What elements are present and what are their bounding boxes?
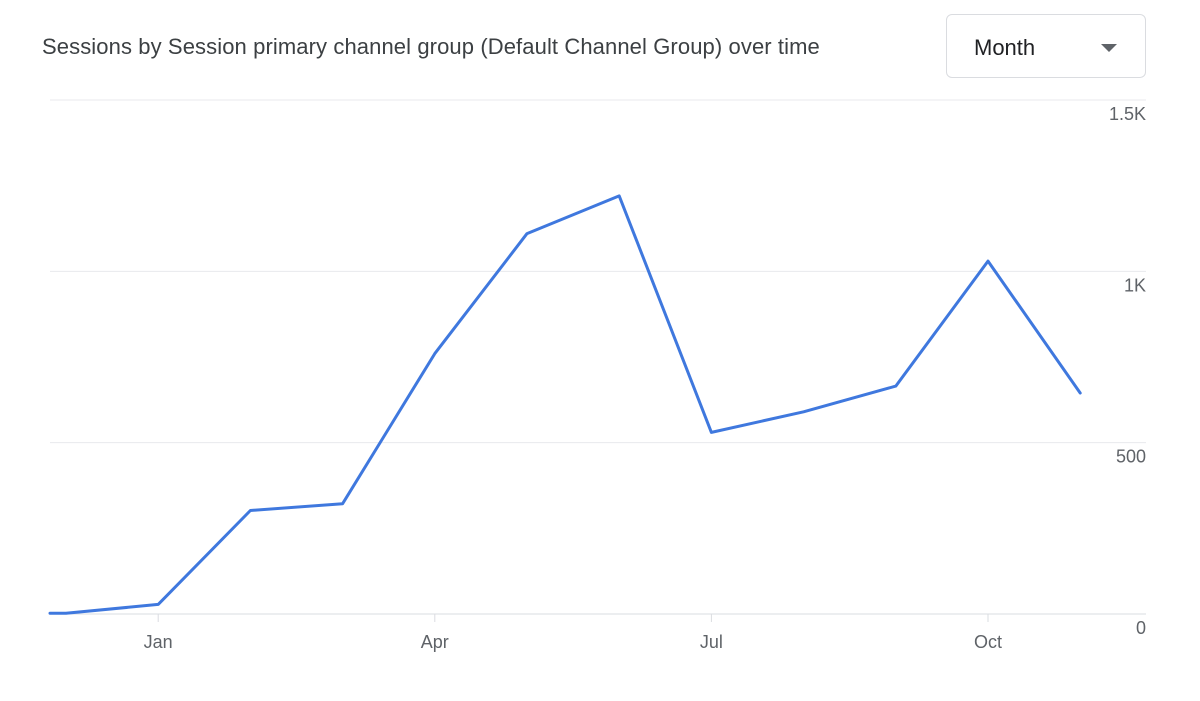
x-tick-label: Jul bbox=[700, 632, 723, 652]
granularity-dropdown[interactable]: Month bbox=[946, 14, 1146, 78]
y-tick-label: 500 bbox=[1116, 447, 1146, 467]
y-tick-label: 1.5K bbox=[1109, 104, 1146, 124]
y-tick-label: 0 bbox=[1136, 618, 1146, 638]
y-tick-label: 1K bbox=[1124, 275, 1146, 295]
x-tick-label: Jan bbox=[144, 632, 173, 652]
x-tick-label: Apr bbox=[421, 632, 449, 652]
chevron-down-icon bbox=[1101, 44, 1117, 52]
series-line bbox=[48, 194, 1082, 615]
granularity-dropdown-label: Month bbox=[974, 35, 1036, 60]
chart-title: Sessions by Session primary channel grou… bbox=[42, 34, 820, 59]
x-tick-label: Oct bbox=[974, 632, 1002, 652]
